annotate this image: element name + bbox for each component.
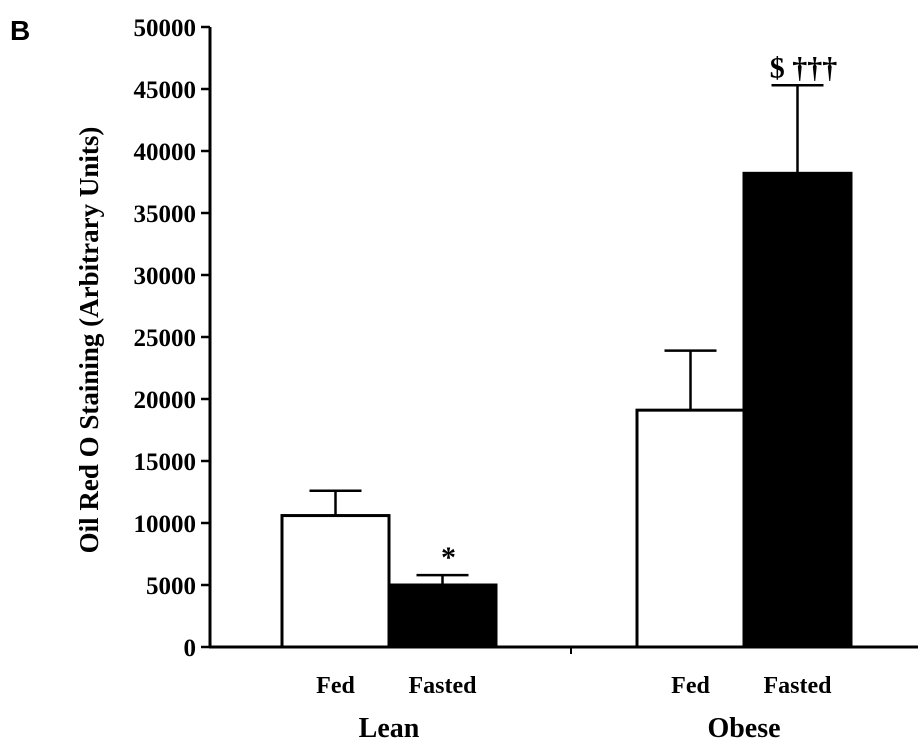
y-tick-label: 0 — [184, 635, 197, 662]
bar — [742, 171, 853, 649]
y-tick-label: 30000 — [134, 263, 197, 290]
y-tick-label: 20000 — [134, 387, 197, 414]
y-tick-label: 5000 — [146, 573, 196, 600]
y-axis-ticks: 0 5000 10000 15000 20000 25000 30000 35000 40000… — [134, 15, 210, 662]
significance-annotation: $ ††† — [770, 51, 838, 84]
x-axis-labels: Fed Fasted Fed Fasted Lean Obese — [316, 673, 832, 744]
y-tick-label: 45000 — [134, 77, 197, 104]
bar — [280, 514, 391, 649]
y-tick-label: 40000 — [134, 139, 197, 166]
x-tick-label: Fasted — [409, 673, 478, 699]
y-tick-label: 35000 — [134, 201, 197, 228]
x-tick-label: Fed — [671, 673, 710, 699]
bar — [635, 408, 746, 649]
panel-label: B — [10, 15, 30, 46]
y-tick-label: 25000 — [134, 325, 197, 352]
bar — [387, 583, 498, 649]
x-tick-label: Fed — [316, 673, 355, 699]
y-tick-label: 50000 — [134, 15, 197, 42]
group-label: Lean — [359, 713, 420, 744]
y-tick-label: 10000 — [134, 511, 197, 538]
significance-annotation: * — [441, 541, 456, 574]
x-tick-label: Fasted — [764, 673, 833, 699]
y-tick-label: 15000 — [134, 449, 197, 476]
y-axis-label: Oil Red O Staining (Arbitrary Units) — [74, 127, 104, 554]
bars: * $ ††† — [280, 51, 853, 649]
group-label: Obese — [707, 713, 780, 744]
